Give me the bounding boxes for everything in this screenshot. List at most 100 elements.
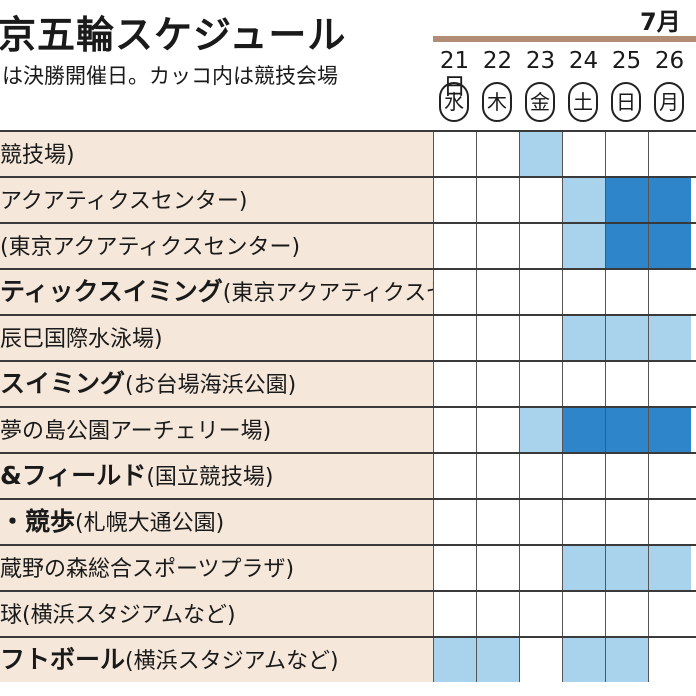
empty-day-cell: [433, 500, 476, 544]
empty-day-cell: [433, 270, 476, 314]
day-weekday: 木: [482, 82, 512, 122]
venue-name: (国立競技場): [146, 465, 274, 490]
empty-day-cell: [648, 454, 691, 498]
event-label: (東京アクアティクスセンター): [0, 224, 433, 268]
empty-day-cell: [519, 224, 562, 268]
empty-day-cell: [433, 224, 476, 268]
day-cells: [433, 270, 696, 314]
event-day-cell: [562, 546, 605, 590]
day-cells: [433, 224, 696, 268]
final-day-cell: [605, 408, 648, 452]
page-title: 京五輪スケジュール: [0, 13, 347, 57]
day-cells: [433, 546, 696, 590]
schedule-row: 辰巳国際水泳場): [0, 314, 696, 360]
empty-day-cell: [562, 454, 605, 498]
venue-name: 辰巳国際水泳場): [0, 327, 163, 352]
event-label: アクアティクスセンター): [0, 178, 433, 222]
empty-day-cell: [476, 362, 519, 406]
venue-name: 競技場): [0, 143, 75, 168]
month-label: 7月: [640, 8, 681, 36]
empty-day-cell: [519, 592, 562, 636]
venue-name: アクアティクスセンター): [0, 189, 248, 214]
day-date: 26: [654, 48, 685, 74]
day-date: 25: [611, 48, 642, 74]
event-day-cell: [648, 316, 691, 360]
schedule-row: アクアティクスセンター): [0, 176, 696, 222]
day-cells: [433, 638, 696, 682]
event-day-cell: [605, 316, 648, 360]
event-label: 競技場): [0, 132, 433, 176]
final-day-cell: [605, 224, 648, 268]
empty-day-cell: [648, 500, 691, 544]
empty-day-cell: [519, 270, 562, 314]
empty-day-cell: [433, 592, 476, 636]
empty-day-cell: [433, 132, 476, 176]
event-day-cell: [562, 316, 605, 360]
empty-day-cell: [519, 316, 562, 360]
venue-name: (東京アクアティクスセンター): [222, 281, 433, 306]
event-label: ・競歩(札幌大通公園): [0, 500, 433, 544]
event-label: 夢の島公園アーチェリー場): [0, 408, 433, 452]
day-date: 24: [568, 48, 599, 74]
day-weekday: 水: [439, 82, 469, 122]
event-day-cell: [562, 224, 605, 268]
schedule-row: 蔵野の森総合スポーツプラザ): [0, 544, 696, 590]
empty-day-cell: [476, 270, 519, 314]
event-label: 辰巳国際水泳場): [0, 316, 433, 360]
final-day-cell: [562, 408, 605, 452]
empty-day-cell: [519, 454, 562, 498]
final-day-cell: [648, 408, 691, 452]
empty-day-cell: [519, 638, 562, 682]
event-day-cell: [476, 638, 519, 682]
empty-day-cell: [476, 316, 519, 360]
empty-day-cell: [476, 178, 519, 222]
empty-day-cell: [476, 500, 519, 544]
event-day-cell: [519, 132, 562, 176]
schedule-row: 夢の島公園アーチェリー場): [0, 406, 696, 452]
empty-day-cell: [648, 362, 691, 406]
event-day-cell: [648, 546, 691, 590]
day-cells: [433, 362, 696, 406]
empty-day-cell: [562, 500, 605, 544]
empty-day-cell: [519, 362, 562, 406]
day-weekday: 日: [611, 82, 641, 122]
empty-day-cell: [519, 178, 562, 222]
month-bar: [433, 36, 696, 42]
day-cells: [433, 500, 696, 544]
empty-day-cell: [562, 362, 605, 406]
event-label: ティックスイミング(東京アクアティクスセンター): [0, 270, 433, 314]
day-weekday: 金: [525, 82, 555, 122]
empty-day-cell: [476, 454, 519, 498]
venue-name: (横浜スタジアムなど): [125, 649, 339, 674]
empty-day-cell: [433, 454, 476, 498]
empty-day-cell: [433, 178, 476, 222]
page-subtitle: は決勝開催日。カッコ内は競技会場: [2, 64, 338, 88]
day-cells: [433, 592, 696, 636]
venue-name: (札幌大通公園): [75, 511, 225, 536]
empty-day-cell: [519, 500, 562, 544]
venue-name: (東京アクアティクスセンター): [0, 235, 301, 260]
empty-day-cell: [562, 592, 605, 636]
empty-day-cell: [519, 546, 562, 590]
final-day-cell: [648, 224, 691, 268]
day-weekday: 土: [568, 82, 598, 122]
event-day-cell: [562, 638, 605, 682]
empty-day-cell: [476, 546, 519, 590]
empty-day-cell: [648, 270, 691, 314]
empty-day-cell: [648, 592, 691, 636]
day-cells: [433, 132, 696, 176]
day-date: 22: [482, 48, 513, 74]
schedule-row: フトボール(横浜スタジアムなど): [0, 636, 696, 682]
event-label: &フィールド(国立競技場): [0, 454, 433, 498]
empty-day-cell: [433, 408, 476, 452]
event-day-cell: [519, 408, 562, 452]
empty-day-cell: [605, 270, 648, 314]
empty-day-cell: [476, 132, 519, 176]
day-date: 23: [525, 48, 556, 74]
empty-day-cell: [476, 224, 519, 268]
final-day-cell: [648, 178, 691, 222]
event-day-cell: [605, 638, 648, 682]
empty-day-cell: [476, 592, 519, 636]
empty-day-cell: [605, 454, 648, 498]
empty-day-cell: [433, 362, 476, 406]
